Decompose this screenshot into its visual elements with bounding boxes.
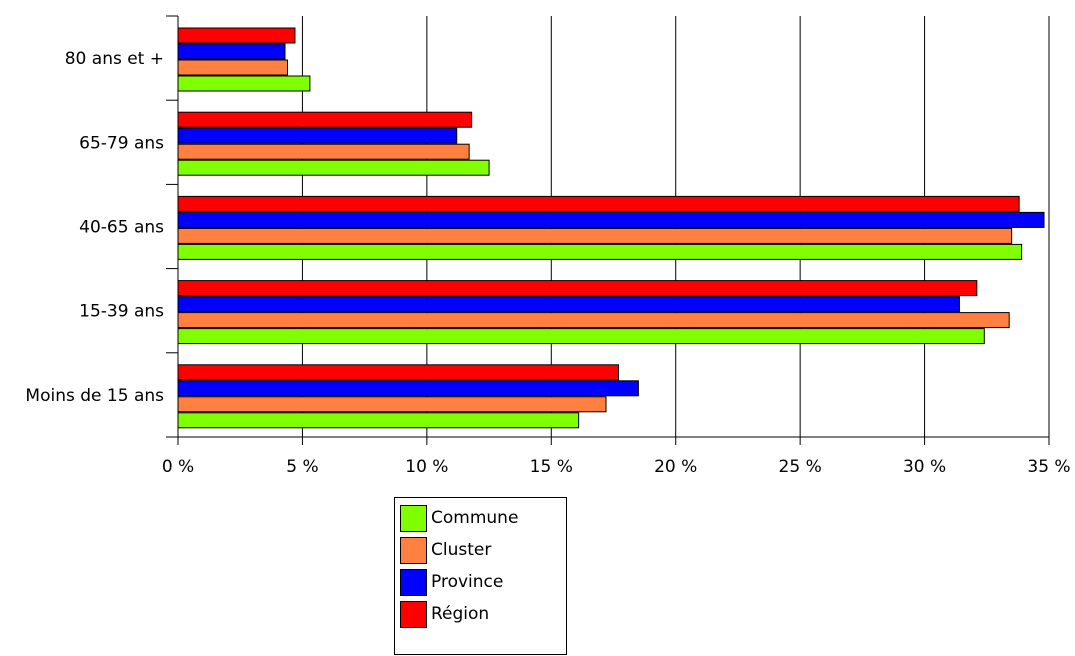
bar-commune bbox=[177, 159, 490, 176]
bar-cluster bbox=[177, 143, 470, 160]
legend-item-region: Région bbox=[400, 599, 489, 629]
x-tick-label: 0 % bbox=[162, 457, 194, 477]
legend-swatch-commune bbox=[400, 504, 427, 532]
x-tick-label: 30 % bbox=[903, 457, 946, 477]
bar-cluster bbox=[177, 312, 1010, 329]
legend-label-cluster: Cluster bbox=[431, 540, 492, 560]
bar-r-gion bbox=[177, 111, 473, 128]
bar-commune bbox=[177, 243, 1023, 260]
legend-swatch-region bbox=[400, 600, 427, 628]
axes bbox=[177, 16, 1049, 438]
x-tick-label: 10 % bbox=[405, 457, 448, 477]
x-tick-label: 15 % bbox=[530, 457, 573, 477]
legend-label-commune: Commune bbox=[431, 508, 519, 528]
x-tick-label: 5 % bbox=[286, 457, 318, 477]
bar-r-gion bbox=[177, 195, 1020, 212]
legend-label-region: Région bbox=[431, 604, 490, 624]
legend-swatch-province bbox=[400, 568, 427, 596]
legend-item-commune: Commune bbox=[400, 503, 518, 533]
bar-r-gion bbox=[177, 364, 619, 381]
y-tick-label: Moins de 15 ans bbox=[25, 386, 164, 406]
legend-item-cluster: Cluster bbox=[400, 535, 491, 565]
legend: Commune Cluster Province Région bbox=[394, 497, 567, 655]
y-tick-label: 15-39 ans bbox=[79, 302, 164, 322]
bar-commune bbox=[177, 412, 580, 429]
y-tick-label: 80 ans et + bbox=[65, 49, 164, 69]
bar-province bbox=[177, 296, 960, 313]
bar-commune bbox=[177, 328, 985, 345]
legend-label-province: Province bbox=[431, 572, 504, 592]
bar-r-gion bbox=[177, 280, 978, 297]
bar-province bbox=[177, 43, 286, 60]
y-tick-label: 65-79 ans bbox=[79, 133, 164, 153]
tick-labels: 0 % 5 % 10 % 15 % 20 % 25 % 30 % 35 % Moins de 1… bbox=[25, 49, 1070, 477]
bar-r-gion bbox=[177, 27, 296, 44]
legend-swatch-cluster bbox=[400, 536, 427, 564]
bar-province bbox=[177, 127, 458, 144]
bar-cluster bbox=[177, 59, 288, 76]
bar-cluster bbox=[177, 396, 607, 413]
x-tick-label: 25 % bbox=[779, 457, 822, 477]
bars bbox=[177, 27, 1045, 429]
x-tick-label: 20 % bbox=[654, 457, 697, 477]
bar-chart: 0 % 5 % 10 % 15 % 20 % 25 % 30 % 35 % Moins de 1… bbox=[25, 15, 1071, 477]
bar-province bbox=[177, 380, 639, 397]
bar-commune bbox=[177, 75, 311, 92]
bar-province bbox=[177, 211, 1045, 228]
bar-cluster bbox=[177, 227, 1013, 244]
x-tick-label: 35 % bbox=[1027, 457, 1070, 477]
legend-item-province: Province bbox=[400, 567, 503, 597]
ticks bbox=[166, 15, 1050, 445]
y-tick-label: 40-65 ans bbox=[79, 218, 164, 238]
